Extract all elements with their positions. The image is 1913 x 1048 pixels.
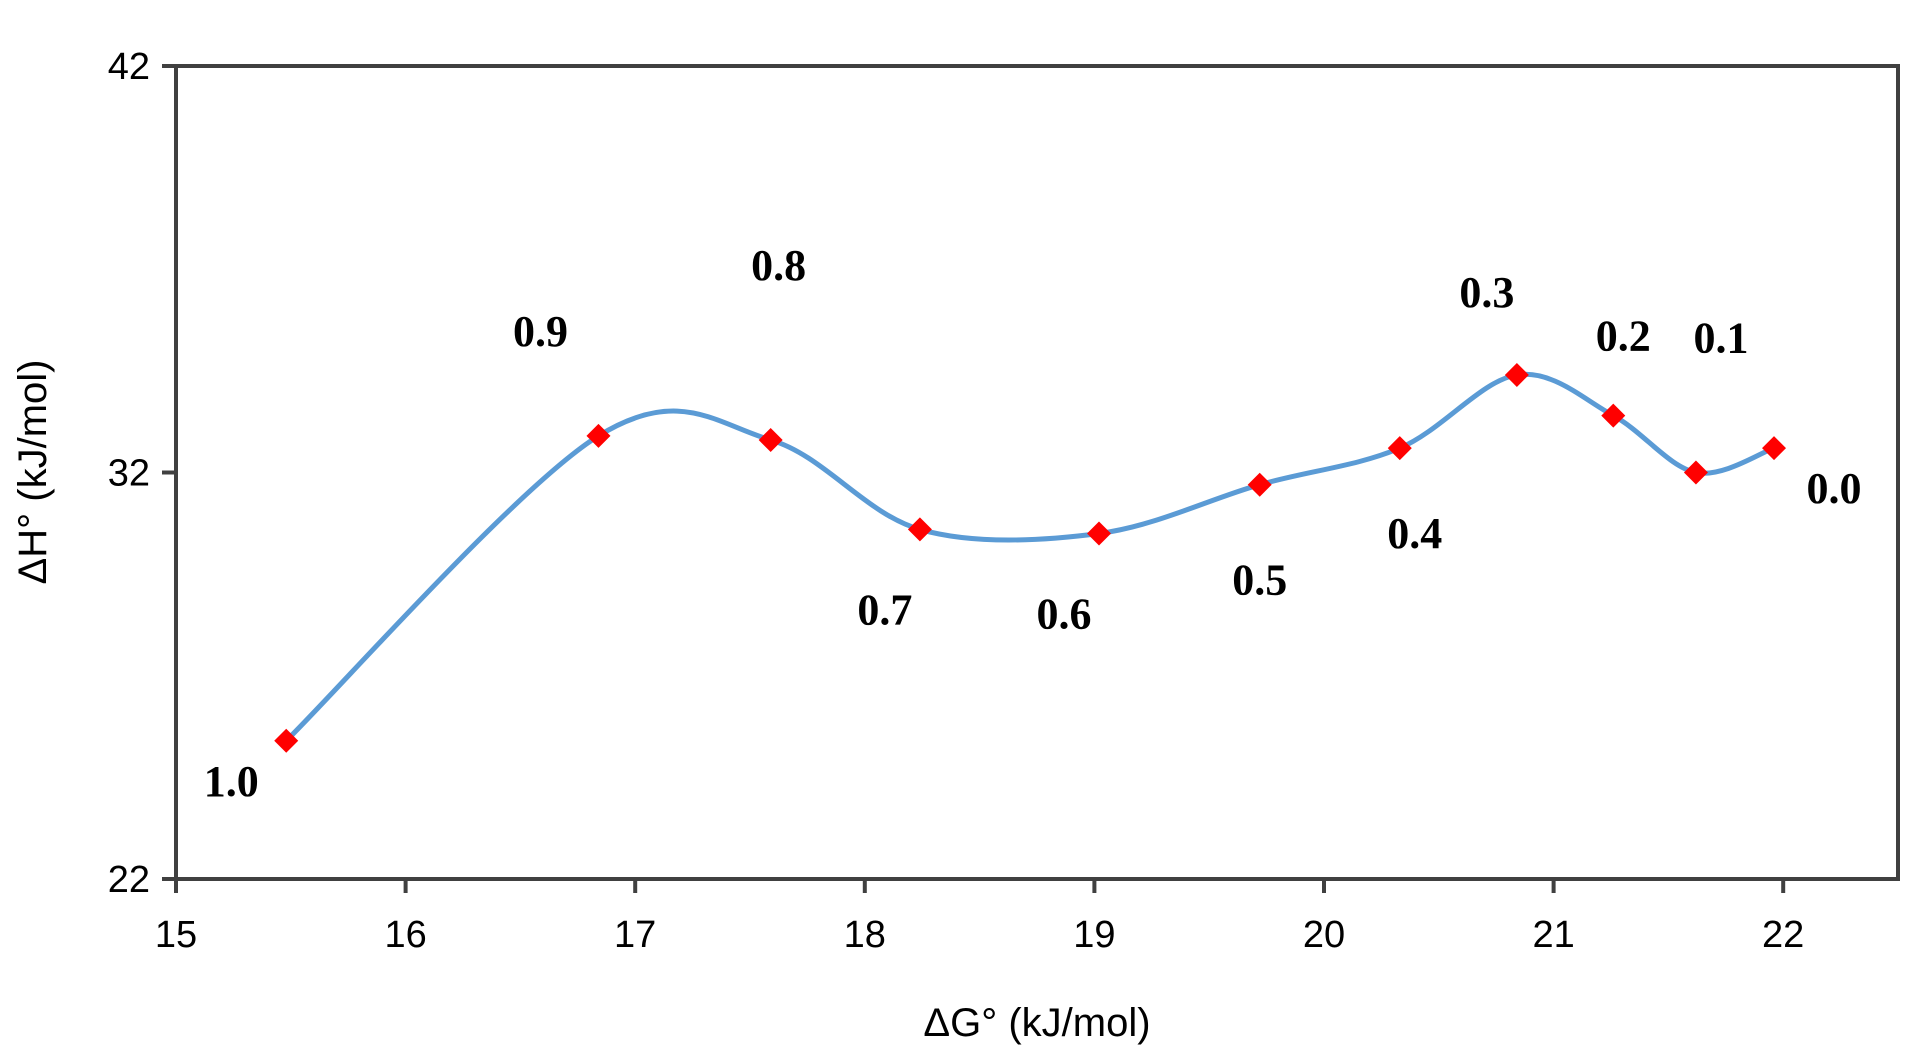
data-point-label: 0.7 <box>857 585 912 634</box>
data-point-label: 0.4 <box>1387 509 1442 558</box>
data-point-label: 1.0 <box>204 757 259 806</box>
data-point-marker <box>1683 460 1708 485</box>
data-point-marker <box>1762 436 1787 461</box>
y-axis-title: ΔH° (kJ/mol) <box>11 360 55 585</box>
data-point-marker <box>1387 436 1412 461</box>
data-point-marker <box>274 728 299 753</box>
data-point-label: 0.5 <box>1232 556 1287 605</box>
data-point-label: 0.2 <box>1596 312 1651 361</box>
x-tick-label: 17 <box>614 914 656 956</box>
data-point-label: 0.3 <box>1459 268 1514 317</box>
x-tick-label: 19 <box>1073 914 1115 956</box>
x-tick-label: 20 <box>1303 914 1345 956</box>
plot-area <box>174 64 1900 881</box>
data-point-label: 0.0 <box>1807 464 1862 513</box>
x-axis-title: ΔG° (kJ/mol) <box>923 1001 1150 1045</box>
point-labels: 1.0 0.9 0.8 0.7 0.6 0.5 0.4 0.3 0.2 0.1 0.0 <box>204 241 1862 806</box>
x-tick-label: 21 <box>1532 914 1574 956</box>
x-tick-label: 18 <box>844 914 886 956</box>
axis-ticks <box>162 64 1786 893</box>
data-point-label: 0.8 <box>751 241 806 290</box>
data-point-marker <box>1601 403 1626 428</box>
data-point-label: 0.9 <box>513 307 568 356</box>
x-tick-label: 22 <box>1762 914 1804 956</box>
y-tick-label: 32 <box>108 453 150 495</box>
data-point-marker <box>1086 521 1111 546</box>
data-point-label: 0.6 <box>1036 589 1091 638</box>
data-point-marker <box>586 423 611 448</box>
data-point-marker <box>1504 362 1529 387</box>
x-tick-label: 15 <box>155 914 197 956</box>
tick-labels: 15 16 17 18 19 20 21 22 22 32 42 <box>108 46 1805 956</box>
data-point-marker <box>907 517 932 542</box>
data-point-marker <box>1247 472 1272 497</box>
x-tick-label: 16 <box>384 914 426 956</box>
data-point-marker <box>758 427 783 452</box>
y-tick-label: 22 <box>108 859 150 901</box>
y-tick-label: 42 <box>108 46 150 88</box>
data-point-label: 0.1 <box>1693 314 1748 363</box>
data-markers <box>274 362 1787 753</box>
